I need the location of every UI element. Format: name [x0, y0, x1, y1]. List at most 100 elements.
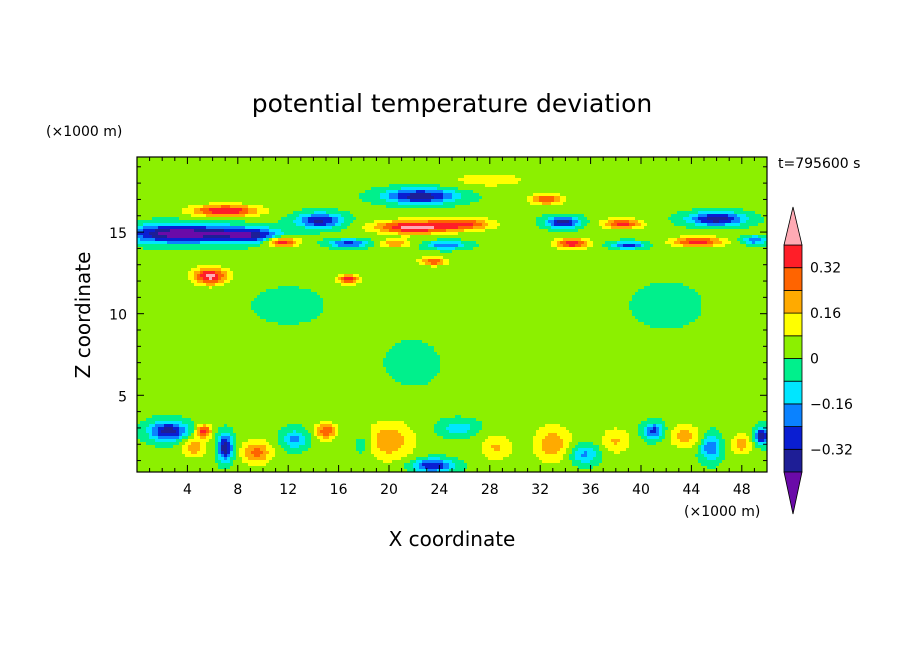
field-cell: [713, 244, 726, 248]
x-unit-label: (×1000 m): [684, 504, 760, 520]
field-cell: [233, 445, 237, 449]
colorbar-tick-label: −0.32: [810, 442, 853, 458]
field-cell: [206, 442, 216, 446]
field-cell: [449, 466, 456, 470]
field-cell: [443, 256, 767, 260]
field-cell: [725, 445, 732, 449]
field-cell: [260, 292, 318, 296]
field-cell: [452, 196, 462, 200]
field-cell: [629, 223, 636, 227]
field-cell: [269, 244, 276, 248]
field-cell: [665, 430, 672, 434]
field-cell: [671, 214, 690, 218]
field-cell: [233, 427, 282, 431]
field-cell: [698, 445, 702, 449]
field-cell: [197, 451, 207, 455]
field-cell: [425, 262, 432, 266]
field-cell: [293, 244, 300, 248]
field-cell: [449, 469, 465, 472]
field-cell: [137, 370, 387, 374]
field-cell: [137, 277, 189, 281]
field-cell: [566, 199, 767, 203]
field-cell: [194, 427, 198, 431]
field-cell: [137, 187, 372, 191]
field-cell: [431, 379, 767, 383]
field-cell: [218, 454, 222, 458]
field-cell: [410, 460, 417, 464]
field-cell: [221, 268, 231, 272]
field-cell: [311, 442, 357, 446]
field-cell: [701, 463, 720, 467]
field-cell: [335, 427, 339, 431]
field-cell: [140, 439, 156, 443]
field-cell: [305, 427, 315, 431]
field-cell: [560, 460, 573, 464]
field-cell: [158, 232, 252, 236]
field-cell: [137, 298, 255, 302]
field-cell: [701, 310, 767, 314]
field-cell: [647, 430, 651, 434]
field-cell: [665, 424, 678, 428]
field-cell: [533, 436, 546, 440]
field-cell: [737, 238, 744, 242]
field-cell: [230, 445, 234, 449]
field-cell: [149, 424, 156, 428]
field-cell: [752, 445, 756, 449]
field-cell: [416, 436, 444, 440]
field-cell: [365, 439, 372, 443]
field-cell: [413, 448, 483, 452]
field-cell: [338, 433, 372, 437]
field-cell: [455, 205, 767, 209]
field-cell: [365, 442, 372, 446]
field-cell: [701, 295, 767, 299]
field-cell: [578, 241, 585, 245]
field-cell: [338, 427, 372, 431]
field-cell: [179, 217, 282, 221]
field-cell: [266, 289, 312, 293]
field-cell: [725, 451, 735, 455]
field-cell: [269, 451, 276, 455]
field-cell: [236, 448, 240, 452]
field-cell: [422, 463, 444, 467]
field-cell: [239, 211, 249, 215]
field-cell: [611, 439, 621, 443]
colorbar-extend-max: [783, 206, 803, 246]
field-cell: [689, 439, 699, 443]
field-cell: [386, 355, 441, 359]
field-cell: [137, 181, 465, 185]
field-cell: [719, 238, 729, 242]
field-cell: [563, 457, 570, 461]
field-cell: [560, 196, 567, 200]
field-cell: [764, 220, 767, 224]
field-cell: [701, 304, 767, 308]
field-cell: [428, 229, 447, 233]
field-cell: [719, 220, 732, 224]
field-cell: [233, 448, 237, 452]
field-cell: [578, 220, 582, 224]
field-cell: [683, 283, 767, 287]
field-cell: [182, 445, 189, 449]
field-cell: [227, 271, 234, 275]
field-cell: [731, 442, 738, 446]
field-cell: [386, 223, 399, 227]
field-cell: [212, 436, 216, 440]
field-cell: [221, 460, 231, 464]
field-cell: [230, 454, 234, 458]
field-cell: [209, 433, 213, 437]
field-cell: [323, 220, 333, 224]
field-cell: [155, 229, 171, 233]
field-cell: [404, 436, 417, 440]
field-cell: [188, 424, 195, 428]
field-cell: [137, 226, 144, 230]
field-cell: [746, 442, 753, 446]
field-cell: [446, 229, 465, 233]
field-cell: [443, 463, 450, 467]
field-cell: [224, 442, 228, 446]
field-cell: [149, 433, 153, 437]
field-cell: [440, 184, 486, 188]
field-cell: [317, 433, 324, 437]
field-cell: [371, 451, 387, 455]
field-cell: [689, 286, 767, 290]
field-cell: [467, 430, 480, 434]
field-cell: [323, 238, 342, 242]
